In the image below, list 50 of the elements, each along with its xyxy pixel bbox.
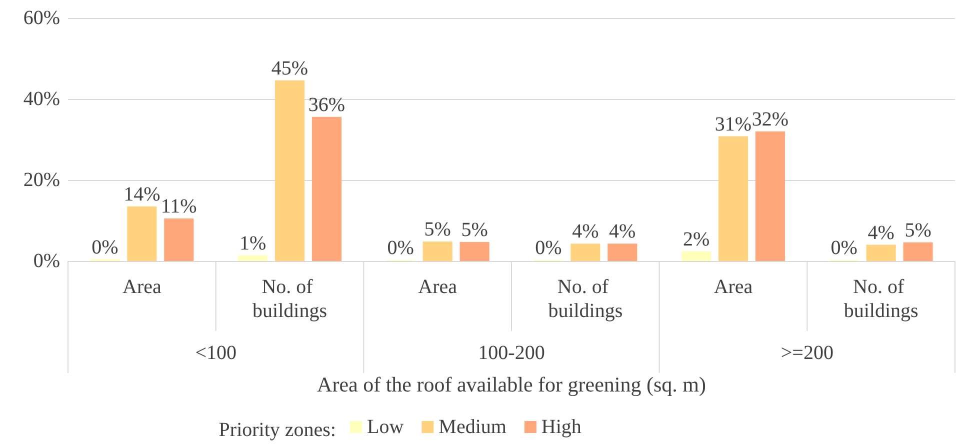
data-label: 5% (461, 218, 488, 241)
y-tick-label: 0% (33, 250, 60, 272)
x-tick-label: Area (418, 276, 458, 298)
data-label: 0% (535, 237, 562, 260)
data-label: 5% (904, 219, 932, 242)
data-label: 45% (271, 57, 308, 80)
bar (422, 242, 452, 261)
data-label: 31% (714, 113, 752, 136)
bar (460, 242, 490, 261)
bar (755, 131, 785, 261)
y-tick-label: 20% (23, 169, 60, 191)
data-label: 0% (830, 237, 858, 260)
text: >=200 (780, 342, 834, 364)
data-label: 11% (160, 195, 197, 218)
legend-title: Priority zones: (218, 419, 336, 441)
data-label: 14% (124, 183, 160, 206)
bar (682, 251, 712, 261)
data-label: 0% (387, 237, 414, 260)
data-label: 4% (572, 220, 599, 243)
bar (164, 218, 194, 261)
bar (312, 116, 342, 261)
bar (127, 206, 157, 261)
legend-label: High (541, 416, 582, 438)
legend-label: Low (367, 416, 404, 438)
y-tick-label: 60% (23, 7, 60, 29)
x-axis-title: Area of the roof available for greening (sq. m) (317, 372, 706, 396)
bar (866, 244, 896, 261)
bar (608, 244, 638, 261)
data-label: 4% (609, 220, 636, 243)
bar (238, 255, 268, 261)
bar (274, 80, 305, 261)
x-tick-label: No. of buildings (252, 276, 328, 322)
text: <100 (195, 342, 236, 364)
text: 100-200 (478, 342, 545, 364)
data-label: 5% (424, 218, 451, 241)
data-label: 4% (868, 222, 894, 244)
legend-label: Medium (438, 416, 507, 438)
data-label: 1% (239, 232, 266, 254)
data-label: 36% (308, 94, 346, 116)
bar (903, 242, 933, 261)
data-label: 0% (92, 236, 118, 258)
data-label: 2% (682, 228, 710, 250)
bar (718, 136, 748, 261)
x-tick-label: No. of buildings (548, 276, 623, 322)
x-tick-label: Area (714, 276, 753, 298)
x-tick-label: Area (122, 276, 162, 298)
y-tick-label: 40% (23, 88, 60, 110)
x-tick-label: No. of buildings (844, 276, 919, 322)
bar (570, 244, 600, 261)
data-label: 32% (752, 108, 789, 130)
